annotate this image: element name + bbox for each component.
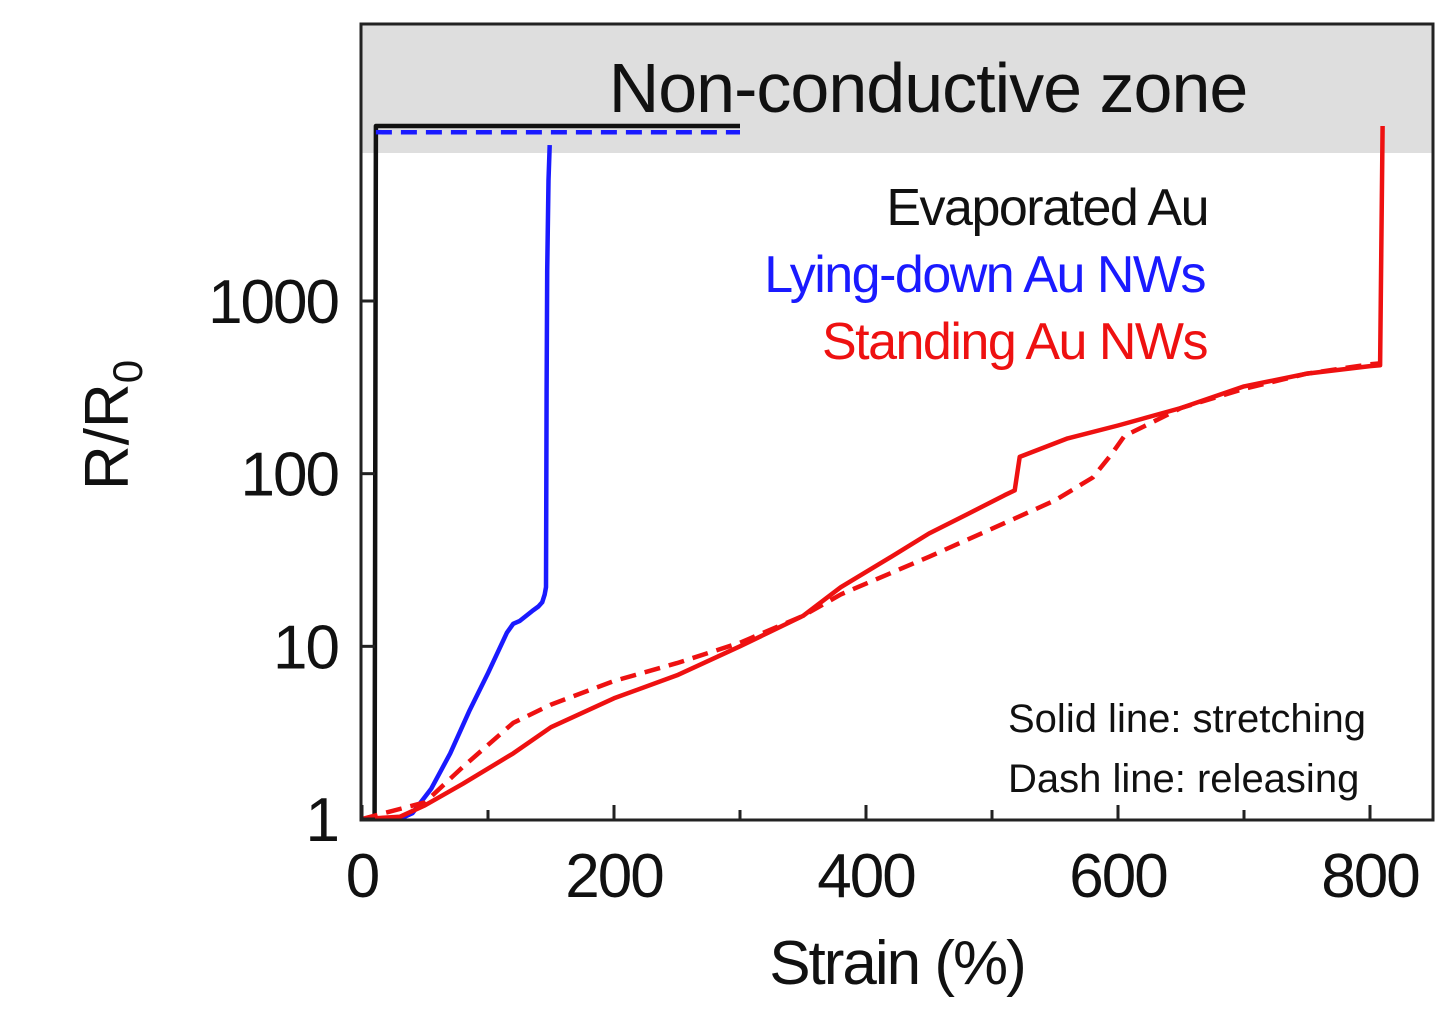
plot-frame: [359, 22, 1435, 822]
y-axis-label-subscript: 0: [104, 360, 151, 383]
legend-item-lying-down-au-nws: Lying-down Au NWs: [764, 246, 1205, 304]
legend-item-evaporated-au: Evaporated Au: [886, 179, 1208, 237]
x-tick-label: 600: [1069, 842, 1167, 911]
note-dash-line: Dash line: releasing: [1008, 757, 1359, 801]
legend-item-standing-au-nws: Standing Au NWs: [822, 313, 1208, 371]
x-axis: 0 200 400 600 800: [346, 805, 1421, 911]
x-tick-label: 200: [565, 842, 663, 911]
zone-label: Non-conductive zone: [609, 49, 1248, 127]
y-axis-label: R/R0: [73, 360, 151, 490]
y-tick-label: 1000: [208, 268, 338, 337]
y-axis-label-main: R/R: [73, 383, 142, 490]
x-tick-label: 0: [346, 842, 379, 911]
x-tick-label: 400: [817, 842, 915, 911]
note-solid-line: Solid line: stretching: [1008, 697, 1366, 741]
series-line-standing-au-nws-stretching: [361, 125, 1385, 822]
series-line-lying-down-au-nws-stretching: [362, 145, 552, 822]
line-style-notes: Solid line: stretching Dash line: releas…: [1008, 697, 1366, 801]
y-axis: 1 10 100 1000: [208, 268, 375, 855]
y-tick-label: 10: [273, 613, 338, 682]
legend: Evaporated Au Lying-down Au NWs Standing…: [764, 179, 1209, 371]
series-line-standing-au-nws-releasing: [361, 361, 1381, 822]
y-tick-label: 100: [241, 441, 339, 510]
x-tick-label: 800: [1321, 842, 1419, 911]
y-tick-label: 1: [306, 786, 338, 855]
series-line-evaporated-au-stretching: [362, 123, 740, 822]
x-axis-label: Strain (%): [769, 929, 1025, 998]
